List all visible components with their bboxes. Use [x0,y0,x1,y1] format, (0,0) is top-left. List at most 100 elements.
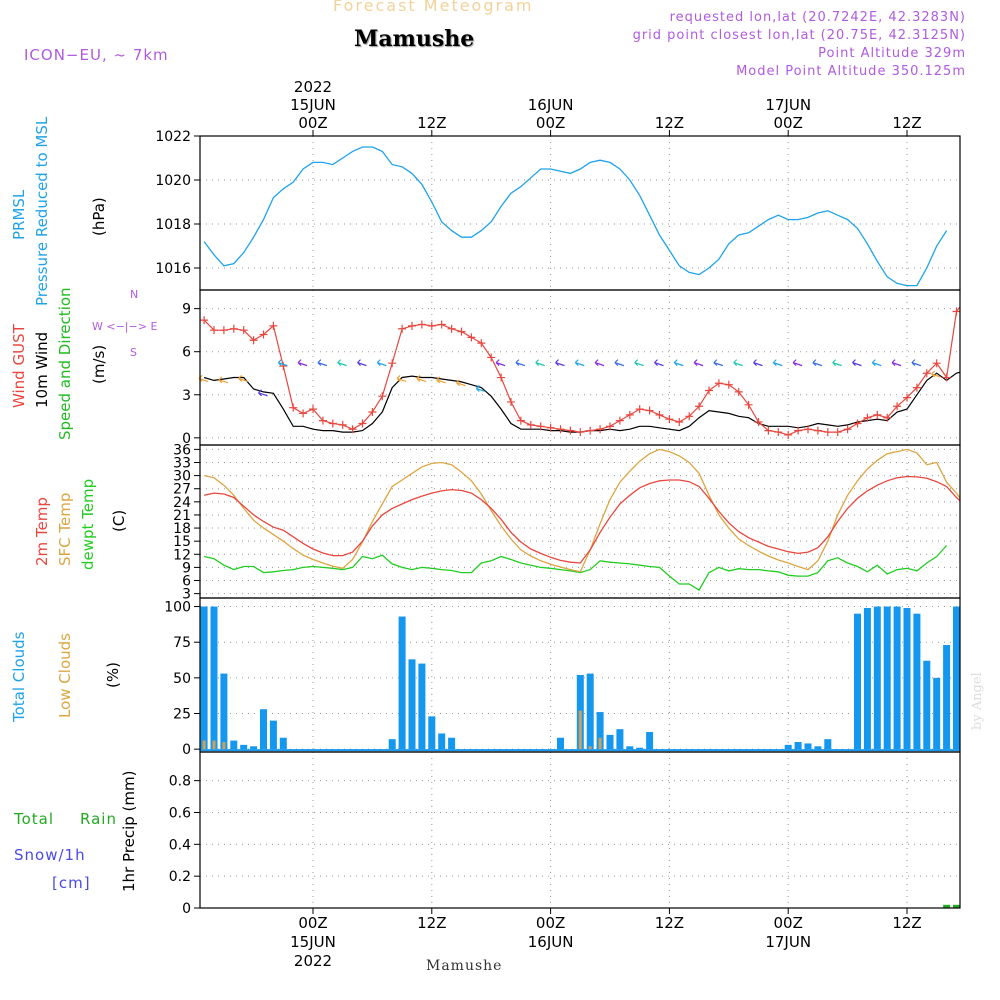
wind-gust-marker [497,373,506,382]
p3-ytick-label: 6 [182,574,191,590]
wind-gust-marker [467,333,476,342]
wind-gust-marker [705,386,713,395]
wind-direction-arrow [931,370,941,378]
top-day-label: 17JUN [765,96,811,114]
total-cloud-bar [963,607,970,750]
total-cloud-bar [903,607,911,750]
location-title: Mamushe [354,26,475,52]
compass-we: W <−|−> E [92,320,158,333]
p3-ytick-label: 15 [173,534,191,550]
top-time-label: 00Z [536,114,565,132]
total-cloud-bar [893,606,901,750]
meteogram-title: Forecast Meteogram [333,0,534,15]
total-cloud-bar [923,660,931,750]
wind-gust-marker [546,423,555,432]
total-cloud-bar [973,607,980,750]
wind-gust-marker [625,410,634,419]
total-cloud-bar [804,743,812,750]
p3-frame [199,444,961,599]
total-cloud-bar [250,746,258,750]
total-cloud-bar [636,747,644,750]
wind-direction-arrow [258,389,268,397]
wind-direction-arrow [317,359,328,367]
wind-gust-marker [269,321,278,330]
wind-direction-arrow [574,359,585,367]
top-time-label: 12Z [892,114,921,132]
wind-gust-marker [328,419,337,428]
total-cloud-bar [398,616,406,750]
total-cloud-bar [646,732,654,750]
total-cloud-bar [913,613,921,750]
total-cloud-bar [943,645,951,750]
wind-gust-marker [279,362,288,371]
p5-ytick-label: 0.8 [169,774,191,790]
low-cloud-bar [202,740,206,750]
total-cloud-bar [596,712,604,750]
wind-direction-arrow [238,374,248,382]
total-cloud-bar [873,606,881,750]
bottom-year-label: 2022 [294,952,332,970]
wind-gust-marker [338,420,347,429]
p3-ytick-label: 33 [173,455,191,471]
wind-gust-marker [249,336,258,345]
dewpt-line [203,545,948,592]
low-cloud-bar [598,737,602,750]
wind-direction-arrow [832,359,842,367]
wind-gust-marker [348,425,357,434]
wind-gust-marker [487,353,496,362]
wind-gust-marker [675,418,684,427]
wind-speed-line [203,371,960,433]
bottom-time-label: 12Z [655,914,684,932]
total-cloud-bar [438,733,446,750]
wind-direction-arrow [792,359,803,367]
wind-direction-arrow [614,359,625,367]
grid-point-coords: grid point closest lon,lat (20.75E, 42.3… [632,28,966,43]
low-cloud-bar [212,740,216,750]
wind-direction-arrow [594,359,605,367]
wind-gust-marker [417,320,426,329]
low-cloud-bar [588,746,592,750]
wind-gust-marker [586,426,595,435]
wind-direction-arrow [693,359,704,367]
total-cloud-bar [883,606,891,750]
wind-gust-marker [219,326,228,335]
wind-gust-marker [239,326,248,335]
wind-direction-arrow [357,359,367,367]
total-cloud-bar [784,744,792,750]
wind-gust-marker [922,369,931,378]
bottom-time-label: 12Z [892,914,921,932]
total-rain-label-rain: Rain [80,810,117,828]
p2-ytick-label: 3 [182,388,191,404]
total-cloud-bar [983,607,990,750]
wind-gust-marker [893,402,902,411]
wind-direction-arrow [515,359,526,367]
wind-gust-marker [606,422,614,431]
total-cloud-bar [953,606,960,750]
wind-gust-marker [685,412,694,421]
wind-gust-marker [447,324,456,333]
wind-gust-marker [952,307,961,316]
temp-2m-line [203,475,960,564]
total-cloud-bar [240,744,248,750]
wind-gust-marker [784,430,793,439]
p3-ytick-label: 27 [173,482,191,498]
total-cloud-bar [448,737,456,750]
top-year-label: 2022 [294,78,332,96]
low-cloud-bar [965,723,968,749]
total-cloud-bar [428,716,436,750]
requested-coords: requested lon,lat (20.7242E, 42.3283N) [669,10,966,25]
p3-ytick-label: 3 [182,587,191,603]
top-time-label: 00Z [298,114,327,132]
pressure-line [203,146,948,287]
wind-gust-marker [863,413,872,422]
wind-gust-marker [477,339,486,348]
wind-gust-marker [942,373,951,382]
wind-gust-marker [516,416,525,425]
wind-gust-marker [714,379,723,388]
bottom-time-label: 00Z [536,914,565,932]
total-cloud-bar [388,739,396,750]
p3-ytick-label: 12 [173,547,191,563]
wind-gust-marker [744,400,753,409]
total-cloud-bar [418,663,426,750]
wind-direction-arrow [436,376,446,384]
